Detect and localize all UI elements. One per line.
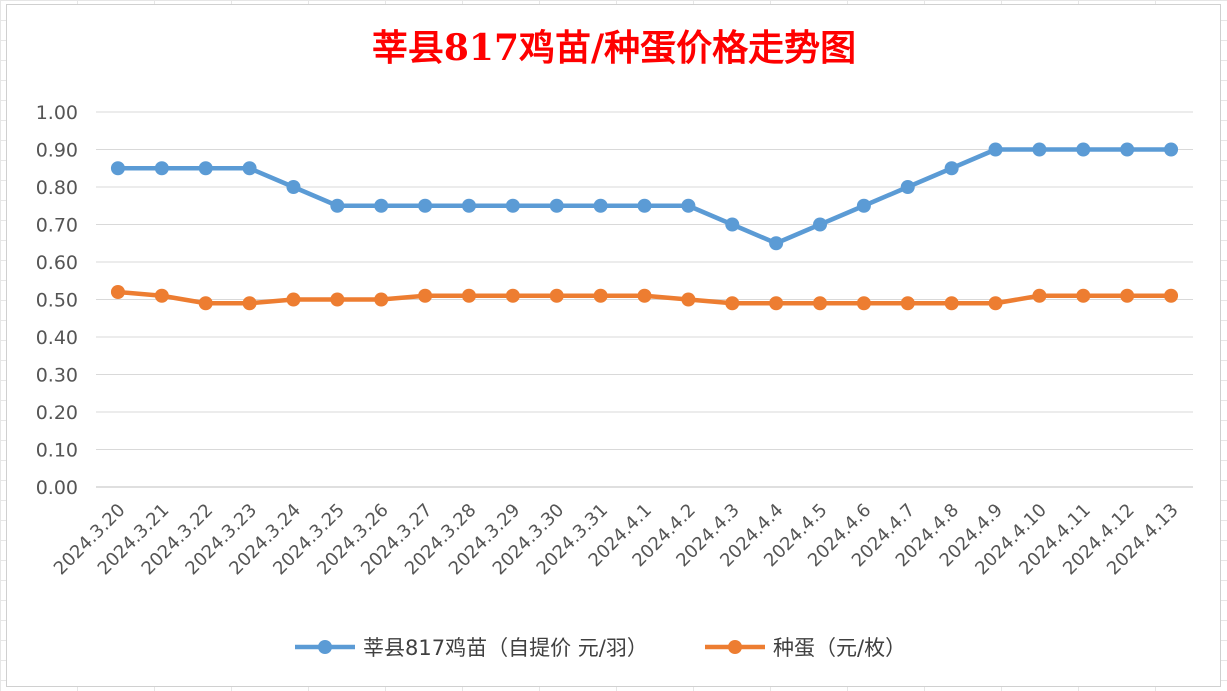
data-point xyxy=(330,198,345,213)
legend-marker xyxy=(318,640,332,654)
data-point xyxy=(286,180,301,194)
data-point xyxy=(374,198,389,213)
legend-item-1: 莘县817鸡苗（自提价 元/羽） xyxy=(295,636,648,660)
y-tick-label: 0.00 xyxy=(36,477,78,499)
data-point xyxy=(330,292,345,307)
data-point xyxy=(637,288,652,303)
data-point xyxy=(900,296,915,311)
data-point xyxy=(813,217,828,232)
x-axis-ticks: 2024.3.202024.3.212024.3.222024.3.232024… xyxy=(50,500,1183,580)
legend-marker xyxy=(728,640,742,654)
y-tick-label: 0.10 xyxy=(36,440,78,462)
data-point xyxy=(769,296,784,311)
y-tick-label: 1.00 xyxy=(36,102,78,124)
y-tick-label: 0.80 xyxy=(36,177,78,199)
data-point xyxy=(725,296,740,311)
data-point xyxy=(418,288,433,303)
chart-title: 莘县817鸡苗/种蛋价格走势图 xyxy=(372,27,856,69)
data-point xyxy=(681,292,696,307)
data-point xyxy=(461,288,476,303)
series-1 xyxy=(110,142,1179,251)
series-lines xyxy=(110,142,1179,311)
y-tick-label: 0.50 xyxy=(36,290,78,312)
data-point xyxy=(593,198,608,213)
data-point xyxy=(374,292,389,307)
data-point xyxy=(242,161,257,176)
data-point xyxy=(988,142,1003,157)
data-point xyxy=(1164,142,1179,157)
data-point xyxy=(681,198,696,213)
data-point xyxy=(900,180,915,194)
data-point xyxy=(1076,142,1091,157)
data-point xyxy=(505,288,520,303)
data-point xyxy=(461,198,476,213)
data-point xyxy=(769,236,784,251)
data-point xyxy=(1120,142,1135,157)
data-point xyxy=(198,161,213,176)
data-point xyxy=(813,296,828,311)
y-tick-label: 0.30 xyxy=(36,365,78,387)
data-point xyxy=(1032,142,1047,157)
legend: 莘县817鸡苗（自提价 元/羽） 种蛋（元/枚） xyxy=(295,636,906,660)
data-point xyxy=(988,296,1003,311)
data-point xyxy=(418,198,433,213)
data-point xyxy=(856,198,871,213)
data-point xyxy=(505,198,520,213)
data-point xyxy=(593,288,608,303)
legend-item-2: 种蛋（元/枚） xyxy=(705,636,906,660)
y-tick-label: 0.70 xyxy=(36,215,78,237)
data-point xyxy=(637,198,652,213)
data-point xyxy=(944,296,959,311)
chart-area xyxy=(6,4,1221,687)
data-point xyxy=(110,285,125,299)
data-point xyxy=(944,161,959,176)
legend-label: 种蛋（元/枚） xyxy=(773,636,906,660)
data-point xyxy=(154,161,169,176)
y-tick-label: 0.90 xyxy=(36,140,78,162)
data-point xyxy=(286,292,301,307)
data-point xyxy=(198,296,213,311)
data-point xyxy=(1076,288,1091,303)
series-2 xyxy=(110,285,1179,311)
data-point xyxy=(549,288,564,303)
legend-label: 莘县817鸡苗（自提价 元/羽） xyxy=(363,636,648,660)
data-point xyxy=(549,198,564,213)
y-tick-label: 0.40 xyxy=(36,327,78,349)
data-point xyxy=(110,161,125,176)
series-line xyxy=(117,147,1172,246)
data-point xyxy=(725,217,740,232)
data-point xyxy=(856,296,871,311)
data-point xyxy=(1032,288,1047,303)
y-tick-label: 0.60 xyxy=(36,252,78,274)
data-point xyxy=(1164,288,1179,303)
data-point xyxy=(242,296,257,311)
data-point xyxy=(154,288,169,303)
y-axis-ticks: 0.00 0.10 0.20 0.30 0.40 0.50 0.60 0.70 0.80 0.90… xyxy=(36,102,78,499)
data-point xyxy=(1120,288,1135,303)
y-tick-label: 0.20 xyxy=(36,402,78,424)
